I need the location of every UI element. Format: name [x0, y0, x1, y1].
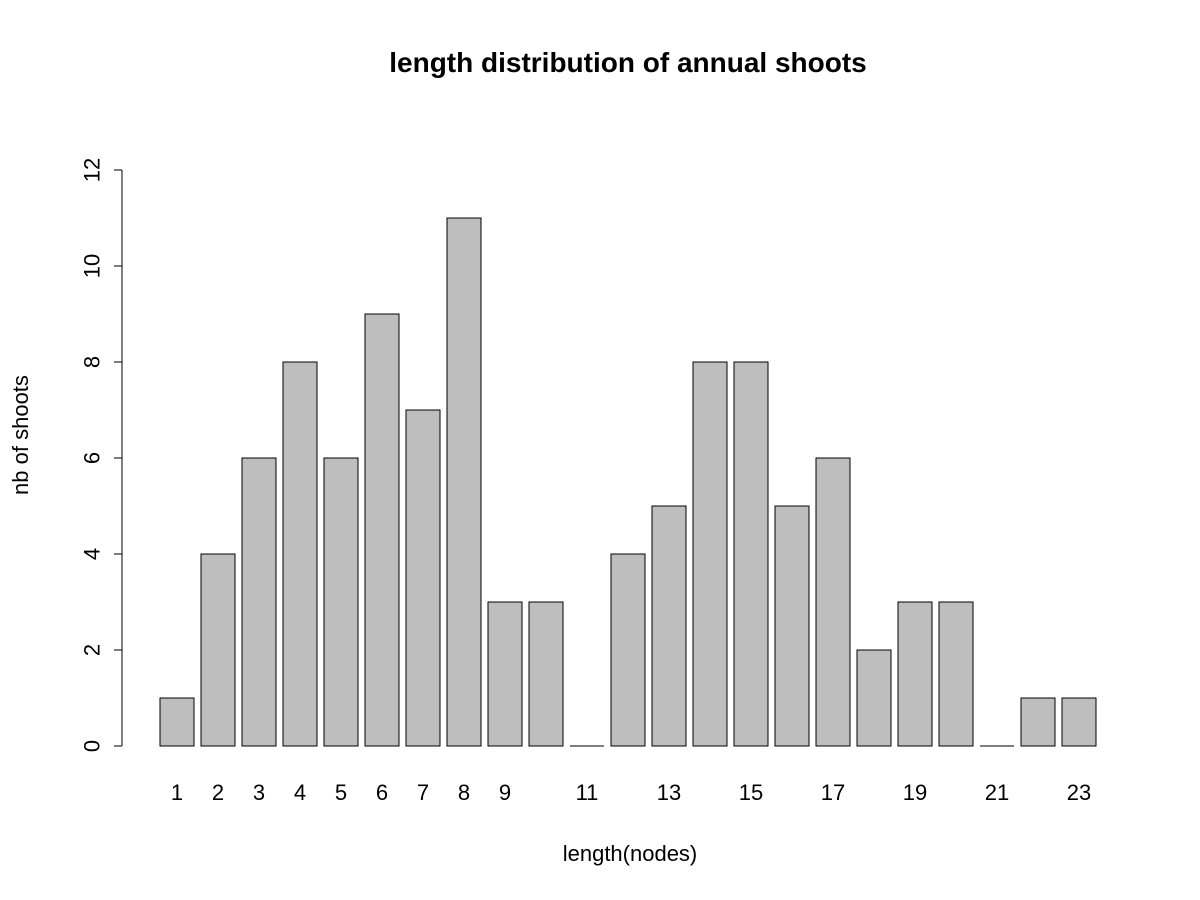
bar: [856, 649, 892, 747]
x-tick-label: 21: [985, 780, 1009, 805]
x-tick-label: 15: [739, 780, 763, 805]
bar: [241, 457, 277, 747]
bar: [897, 601, 933, 747]
y-tick-label: 2: [80, 644, 105, 656]
x-tick-label: 1: [171, 780, 183, 805]
y-tick-label: 4: [80, 548, 105, 560]
y-tick-label: 6: [80, 452, 105, 464]
bar: [446, 217, 482, 747]
y-tick-label: 12: [80, 158, 105, 182]
bar: [405, 409, 441, 747]
x-tick-label: 19: [903, 780, 927, 805]
bar: [1020, 697, 1056, 747]
x-tick-label: 13: [657, 780, 681, 805]
x-tick-label: 23: [1067, 780, 1091, 805]
y-tick-label: 10: [80, 254, 105, 278]
bar: [282, 361, 318, 747]
x-tick-label: 11: [576, 780, 599, 805]
y-tick-label: 0: [80, 740, 105, 752]
chart-title: length distribution of annual shoots: [389, 47, 867, 78]
y-axis-label: nb of shoots: [8, 375, 33, 495]
y-axis: 0 2 4 6 8 10 12: [80, 158, 123, 752]
bar: [487, 601, 523, 747]
bars: [159, 217, 1097, 747]
x-tick-label: 7: [417, 780, 429, 805]
x-tick-label: 9: [499, 780, 511, 805]
bar: [692, 361, 728, 747]
bar: [733, 361, 769, 747]
x-tick-label: 5: [335, 780, 347, 805]
bar: [938, 601, 974, 747]
bar: [815, 457, 851, 747]
x-tick-label: 17: [821, 780, 845, 805]
x-tick-label: 2: [212, 780, 224, 805]
bar: [528, 601, 564, 747]
bar: [364, 313, 400, 747]
y-tick-label: 8: [80, 356, 105, 368]
x-tick-label: 4: [294, 780, 306, 805]
x-axis-tick-labels: 1 2 3 4 5 6 7 8 9 11 13 15 17 19 21 23: [171, 780, 1091, 805]
x-tick-label: 3: [253, 780, 265, 805]
bar: [323, 457, 359, 747]
bar: [774, 505, 810, 747]
bar: [200, 553, 236, 747]
x-tick-label: 6: [376, 780, 388, 805]
bar: [651, 505, 687, 747]
bar: [610, 553, 646, 747]
bar: [1061, 697, 1097, 747]
bar: [159, 697, 195, 747]
x-axis-label: length(nodes): [563, 841, 698, 866]
x-tick-label: 8: [458, 780, 470, 805]
